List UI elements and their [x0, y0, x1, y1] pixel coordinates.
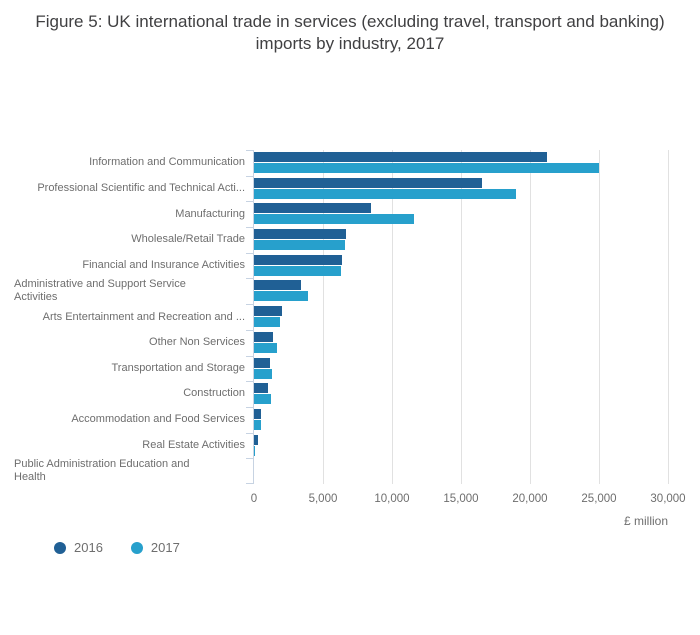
bar-2016[interactable]	[254, 229, 347, 240]
category-label: Information and Communication	[89, 156, 245, 169]
gridline	[391, 150, 393, 484]
bar-2017[interactable]	[254, 445, 256, 456]
category-label: Public Administration Education and Heal…	[14, 458, 190, 484]
bar-2017[interactable]	[254, 394, 271, 405]
bar-2016[interactable]	[254, 203, 372, 214]
bar-group	[254, 407, 668, 433]
plot-area	[254, 150, 669, 484]
bar-2017[interactable]	[254, 214, 415, 225]
x-tick-label: 10,000	[374, 493, 410, 505]
bar-group	[254, 278, 668, 304]
y-axis-tick	[246, 304, 253, 306]
bar-group	[254, 176, 668, 202]
bar-2016[interactable]	[254, 434, 259, 445]
x-tick-label: 30,000	[650, 493, 686, 505]
bar-2016[interactable]	[254, 408, 261, 419]
legend-label-2016: 2016	[74, 540, 103, 555]
bar-2017[interactable]	[254, 317, 281, 328]
bar-group	[254, 253, 668, 279]
bar-group	[254, 356, 668, 382]
x-tick-label: 15,000	[443, 493, 479, 505]
y-axis-tick	[246, 252, 253, 254]
category-label: Arts Entertainment and Recreation and ..…	[42, 310, 245, 323]
y-axis-tick	[246, 201, 253, 203]
category-label: Financial and Insurance Activities	[82, 258, 245, 271]
bar-group	[254, 458, 668, 484]
y-axis-tick	[246, 355, 253, 357]
bar-2017[interactable]	[254, 265, 341, 276]
x-axis-labels: 0 5,000 10,000 15,000 20,000 25,000 30,000	[250, 493, 686, 507]
bar-group	[254, 201, 668, 227]
bar-2017[interactable]	[254, 291, 308, 302]
gridline	[668, 150, 669, 484]
bar-2016[interactable]	[254, 280, 301, 291]
gridline	[322, 150, 324, 484]
category-label: Manufacturing	[175, 207, 245, 220]
bar-2017[interactable]	[254, 163, 599, 173]
y-axis-tick	[246, 381, 253, 383]
bar-2016[interactable]	[254, 306, 282, 317]
x-tick-label: 25,000	[581, 493, 617, 505]
y-axis-tick	[246, 483, 253, 484]
x-axis-title: £ million	[623, 514, 668, 528]
category-label: Real Estate Activities	[142, 438, 245, 451]
category-label: Transportation and Storage	[111, 361, 245, 374]
bar-2016[interactable]	[254, 331, 274, 342]
y-axis-ticks	[246, 150, 253, 484]
bar-group	[254, 150, 668, 176]
bar-2017[interactable]	[254, 240, 346, 251]
y-axis-tick	[246, 150, 253, 151]
bar-2016[interactable]	[254, 357, 270, 368]
chart-title: Figure 5: UK international trade in serv…	[35, 12, 665, 53]
y-axis-tick	[246, 432, 253, 434]
category-label: Wholesale/Retail Trade	[131, 233, 245, 246]
y-axis-tick	[246, 458, 253, 460]
bar-2017[interactable]	[254, 188, 517, 199]
y-axis-line	[253, 150, 254, 484]
bar-2017[interactable]	[254, 342, 278, 353]
bar-series	[254, 150, 668, 484]
legend-label-2017: 2017	[150, 540, 180, 555]
y-axis-tick	[246, 175, 253, 177]
legend-swatch-2016-icon	[54, 541, 66, 554]
y-axis-tick	[246, 406, 253, 408]
category-label: Administrative and Support Service Activ…	[14, 278, 186, 304]
gridline	[461, 150, 462, 484]
category-label: Professional Scientific and Technical Ac…	[37, 181, 245, 194]
legend: 2016 2017	[54, 540, 180, 555]
x-tick-label: 5,000	[308, 493, 338, 505]
bar-group	[254, 433, 668, 459]
legend-swatch-2017-icon	[130, 541, 143, 554]
gridline	[599, 150, 600, 484]
category-label: Construction	[183, 387, 245, 400]
y-axis-tick	[246, 278, 253, 280]
category-axis: Information and Communication Professiona…	[0, 150, 246, 484]
bar-group	[254, 227, 668, 253]
bar-2016[interactable]	[254, 383, 268, 394]
bar-2017[interactable]	[254, 419, 261, 430]
legend-item-2017[interactable]: 2017	[130, 540, 180, 555]
category-label: Accommodation and Food Services	[71, 413, 245, 426]
legend-item-2016[interactable]: 2016	[54, 540, 103, 555]
bar-2016[interactable]	[254, 152, 547, 162]
bar-2017[interactable]	[254, 368, 272, 379]
bar-group	[254, 381, 668, 407]
bar-group	[254, 304, 668, 330]
bar-group	[254, 330, 668, 356]
category-label: Other Non Services	[149, 336, 245, 349]
bar-2016[interactable]	[254, 254, 343, 265]
bar-2016[interactable]	[254, 177, 482, 188]
x-tick-label: 20,000	[512, 493, 548, 505]
y-axis-tick	[246, 329, 253, 331]
gridline	[529, 150, 531, 484]
x-tick-label: 0	[250, 493, 258, 505]
y-axis-tick	[246, 227, 253, 229]
